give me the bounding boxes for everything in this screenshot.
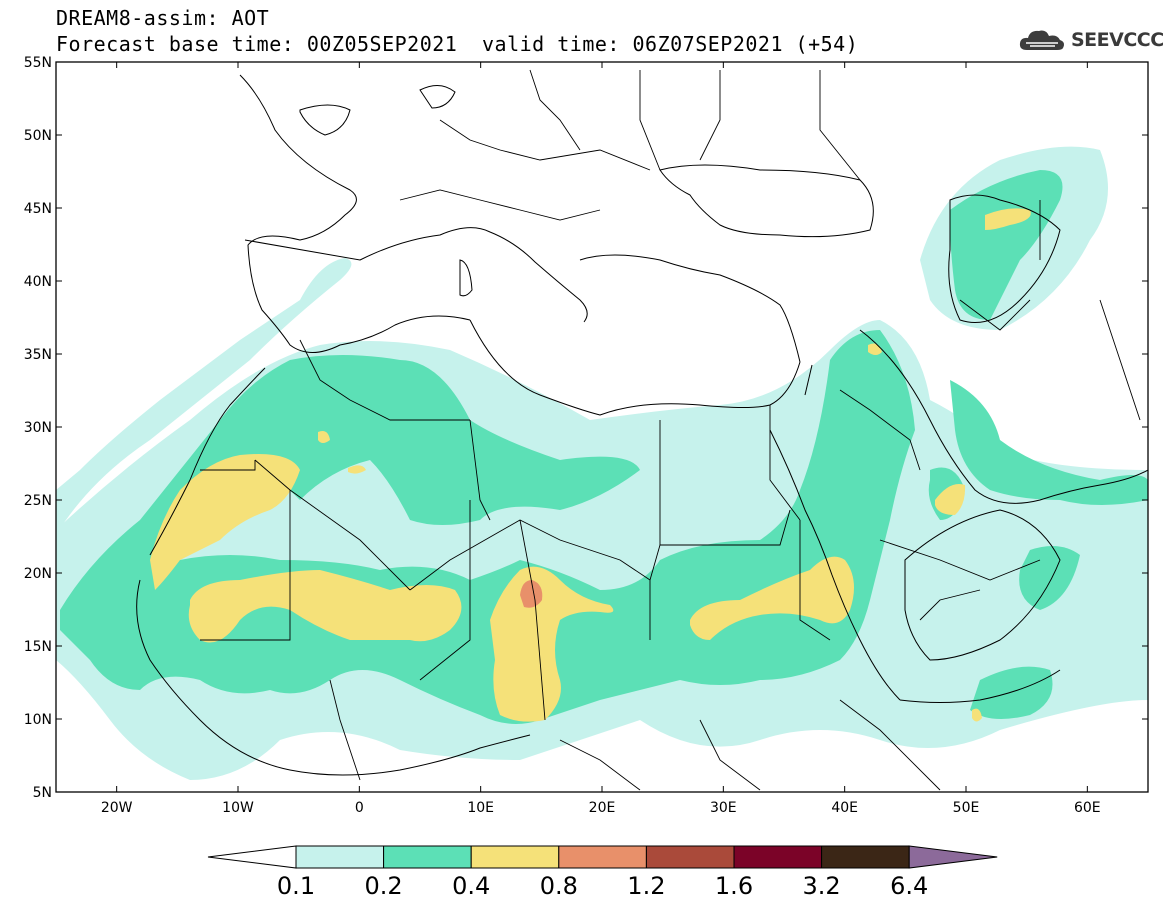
logo-text: SEEVCCC	[1071, 29, 1164, 51]
colorbar-label: 3.2	[802, 872, 841, 900]
x-tick-label: 60E	[1074, 800, 1101, 816]
y-tick-label: 25N	[24, 493, 52, 509]
valid-time: valid time: 06Z07SEP2021 (+54)	[482, 32, 859, 56]
y-tick-label: 15N	[24, 639, 52, 655]
colorbar-label: 6.4	[890, 872, 929, 900]
colorbar-label: 0.4	[452, 872, 491, 900]
y-tick-label: 30N	[24, 420, 52, 436]
cloud-icon	[1019, 30, 1064, 50]
colorbar-cell	[733, 845, 823, 869]
x-tick-label: 50E	[953, 800, 980, 816]
aot-field	[56, 62, 1148, 792]
y-tick-label: 10N	[24, 712, 52, 728]
colorbar-cell	[645, 845, 735, 869]
colorbar-cell	[821, 845, 910, 869]
seevccc-logo: SEEVCCC	[1017, 26, 1164, 54]
map-title: DREAM8-assim: AOT	[56, 6, 270, 30]
colorbar-under-arrow	[207, 845, 297, 869]
y-tick-label: 35N	[24, 347, 52, 363]
colorbar-label: 0.8	[539, 872, 578, 900]
colorbar-cell	[295, 845, 385, 869]
colorbar-cell	[470, 845, 560, 869]
y-tick-label: 5N	[33, 785, 52, 801]
y-tick-label: 55N	[24, 55, 52, 71]
colorbar-cell	[383, 845, 472, 869]
x-tick-label: 20W	[101, 800, 133, 816]
latitude-axis: 55N 50N 45N 40N 35N 30N 25N 20N 15N 10N 5N	[24, 55, 1148, 801]
coastlines	[136, 74, 1148, 776]
colorbar-cell	[558, 845, 647, 869]
colorbar-labels: 0.1 0.2 0.4 0.8 1.2 1.6 3.2 6.4	[0, 872, 1165, 902]
x-tick-label: 20E	[589, 800, 616, 816]
colorbar	[207, 845, 998, 869]
aot-contour-0.4	[150, 208, 1031, 722]
colorbar-label: 0.1	[276, 872, 316, 900]
colorbar-label: 0.2	[364, 872, 403, 900]
x-tick-label: 10E	[467, 800, 494, 816]
longitude-axis: 20W 10W 0 10E 20E 30E 40E 50E 60E	[101, 62, 1101, 816]
y-tick-label: 50N	[24, 128, 52, 144]
y-tick-label: 20N	[24, 566, 52, 582]
x-tick-label: 0	[355, 800, 364, 816]
colorbar-label: 1.2	[627, 872, 666, 900]
colorbar-over-arrow	[908, 845, 998, 869]
y-tick-label: 40N	[24, 274, 52, 290]
x-tick-label: 40E	[831, 800, 858, 816]
colorbar-label: 1.6	[714, 872, 754, 900]
aot-contour-0.8	[520, 580, 543, 608]
x-tick-label: 10W	[222, 800, 254, 816]
y-tick-label: 45N	[24, 201, 52, 217]
aot-map: 20W 10W 0 10E 20E 30E 40E 50E 60E 55N 50N 45N 40N 35…	[24, 55, 1149, 869]
country-borders	[200, 69, 1141, 791]
forecast-base-time: Forecast base time: 00Z05SEP2021	[56, 32, 458, 56]
x-tick-label: 30E	[710, 800, 737, 816]
